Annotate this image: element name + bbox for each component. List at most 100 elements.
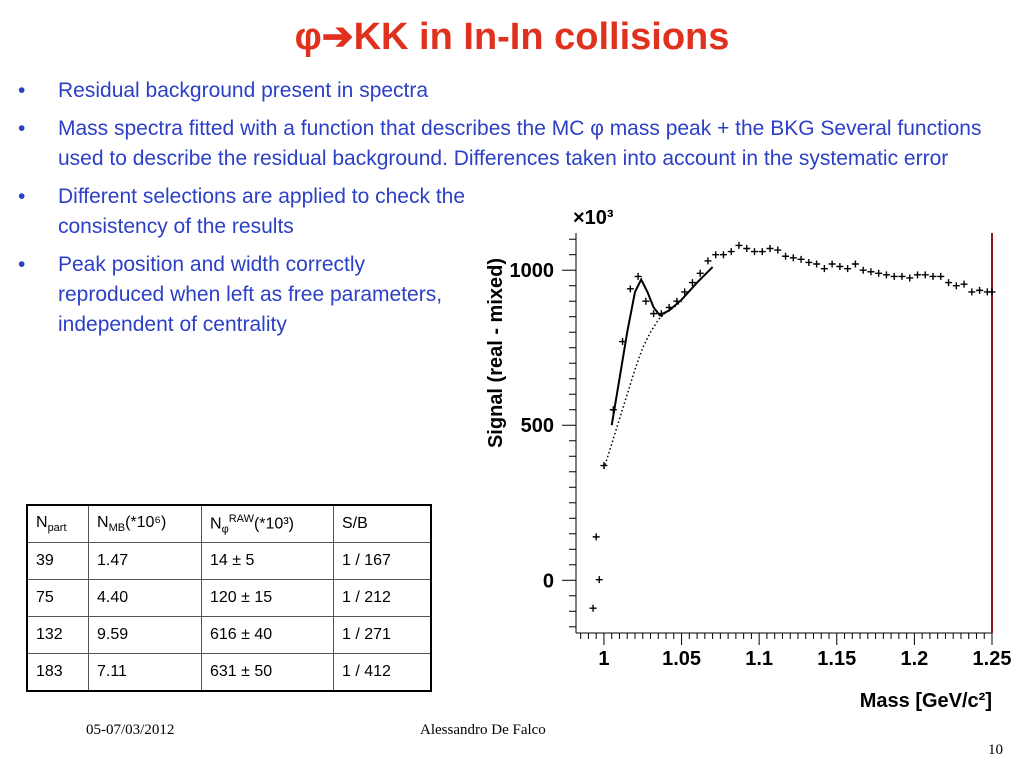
- table-cell: 14 ± 5: [201, 542, 334, 580]
- table-cell: 1 / 167: [333, 542, 432, 580]
- table-cell: 616 ± 40: [201, 616, 334, 654]
- table-cell: 120 ± 15: [201, 579, 334, 617]
- data-point: [688, 279, 696, 287]
- data-point: [976, 286, 984, 294]
- y-tick-label: 0: [543, 570, 554, 592]
- data-point: [673, 297, 681, 305]
- table-cell: 1 / 212: [333, 579, 432, 617]
- data-point: [665, 303, 673, 311]
- data-point: [844, 265, 852, 273]
- data-point: [820, 265, 828, 273]
- table-row: 75 4.40 120 ± 15 1 / 212: [26, 579, 432, 617]
- data-point: [882, 271, 890, 279]
- y-axis-label: Signal (real - mixed): [485, 258, 507, 448]
- data-point: [592, 533, 600, 541]
- table-header-cell: S/B: [333, 504, 432, 543]
- centrality-table: Npart NMB(*10⁶) NφRAW(*10³) S/B 39 1.47 …: [26, 504, 432, 692]
- background-curve: [603, 300, 683, 469]
- x-tick-label: 1.15: [817, 648, 856, 670]
- bullet-marker: •: [18, 253, 26, 276]
- bullet-text: Different selections are applied to chec…: [58, 185, 466, 238]
- data-point: [805, 258, 813, 266]
- x-tick-label: 1: [598, 648, 609, 670]
- table-header-row: Npart NMB(*10⁶) NφRAW(*10³) S/B: [26, 504, 432, 543]
- page-number: 10: [988, 742, 1003, 758]
- table-row: 39 1.47 14 ± 5 1 / 167: [26, 542, 432, 580]
- table-cell: 4.40: [88, 579, 202, 617]
- fit-curve: [610, 266, 714, 426]
- data-point: [789, 254, 797, 262]
- data-point: [828, 260, 836, 268]
- data-point: [937, 272, 945, 280]
- y-tick-label: 500: [521, 415, 554, 437]
- data-point: [766, 245, 774, 253]
- data-point: [890, 272, 898, 280]
- bullet-item: • Peak position and width correctly repro…: [18, 250, 458, 340]
- data-point: [921, 271, 929, 279]
- x-tick-label: 1.05: [662, 648, 701, 670]
- data-point: [743, 245, 751, 253]
- bullet-marker: •: [18, 185, 26, 208]
- bullet-item: • Residual background present in spectra: [18, 76, 998, 106]
- bullet-item: • Different selections are applied to che…: [18, 182, 498, 242]
- data-point: [913, 271, 921, 279]
- data-point: [875, 269, 883, 277]
- table-header-cell: Npart: [26, 504, 89, 543]
- table-cell: 132: [26, 616, 89, 654]
- table-cell: 631 ± 50: [201, 653, 334, 692]
- table-cell: 9.59: [88, 616, 202, 654]
- footer-date: 05-07/03/2012: [86, 722, 175, 738]
- data-point: [960, 280, 968, 288]
- x-axis-label: Mass [GeV/c²]: [860, 690, 992, 712]
- data-point: [681, 288, 689, 296]
- bullet-text: Peak position and width correctly reprod…: [58, 253, 443, 336]
- data-point: [609, 406, 617, 414]
- table-header-cell: NφRAW(*10³): [201, 504, 334, 543]
- data-point: [619, 338, 627, 346]
- x-tick-label: 1.1: [745, 648, 773, 670]
- bullet-list: • Residual background present in spectra …: [18, 76, 998, 348]
- footer-author: Alessandro De Falco: [420, 722, 546, 738]
- data-point: [727, 248, 735, 256]
- x-tick-label: 1.25: [973, 648, 1012, 670]
- data-point: [797, 255, 805, 263]
- data-point: [945, 279, 953, 287]
- y-tick-label: 1000: [510, 260, 555, 282]
- data-point: [898, 272, 906, 280]
- y-axis-multiplier: ×10³: [573, 207, 614, 229]
- data-point: [589, 604, 597, 612]
- x-tick-label: 1.2: [900, 648, 928, 670]
- table-cell: 1 / 271: [333, 616, 432, 654]
- table-cell: 1 / 412: [333, 653, 432, 692]
- table-row: 132 9.59 616 ± 40 1 / 271: [26, 616, 432, 654]
- data-point: [774, 246, 782, 254]
- data-point: [859, 266, 867, 274]
- table-row: 183 7.11 631 ± 50 1 / 412: [26, 653, 432, 692]
- slide-title: φ➔KK in In-In collisions: [294, 16, 730, 58]
- data-point: [968, 288, 976, 296]
- table-header-cell: NMB(*10⁶): [88, 504, 202, 543]
- data-point: [704, 257, 712, 265]
- bullet-marker: •: [18, 79, 26, 102]
- data-point: [735, 241, 743, 249]
- data-point: [836, 262, 844, 270]
- table-cell: 7.11: [88, 653, 202, 692]
- data-point: [782, 252, 790, 260]
- table-cell: 183: [26, 653, 89, 692]
- data-point: [600, 462, 608, 470]
- table-cell: 75: [26, 579, 89, 617]
- data-point: [595, 576, 603, 584]
- data-point: [626, 285, 634, 293]
- data-point: [642, 297, 650, 305]
- table-cell: 39: [26, 542, 89, 580]
- data-point: [867, 268, 875, 276]
- data-point: [929, 272, 937, 280]
- data-point: [634, 272, 642, 280]
- data-point: [712, 251, 720, 259]
- data-point: [952, 282, 960, 290]
- data-point: [657, 310, 665, 318]
- data-point: [813, 260, 821, 268]
- bullet-text: Residual background present in spectra: [58, 79, 429, 102]
- data-point: [758, 248, 766, 256]
- data-point: [906, 274, 914, 282]
